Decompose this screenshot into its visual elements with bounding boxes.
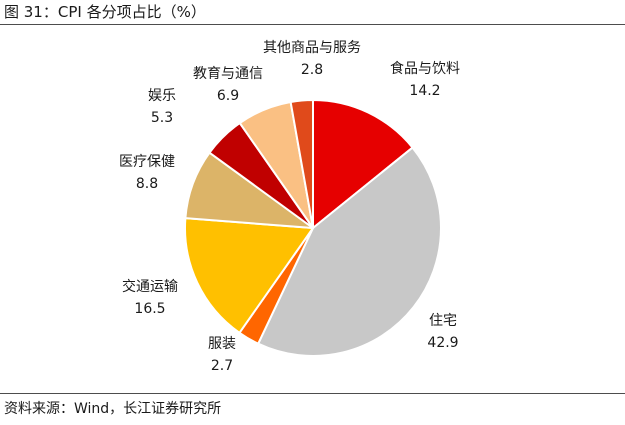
slice-value-label: 14.2 xyxy=(409,83,440,99)
pie-slices xyxy=(184,99,442,357)
source-note: 资料来源：Wind，长江证券研究所 xyxy=(4,401,222,417)
figure-title: 图 31：CPI 各分项占比（%） xyxy=(4,3,206,21)
slice-value-label: 5.3 xyxy=(151,110,173,126)
slice-name-label: 医疗保健 xyxy=(119,154,175,170)
slice-name-label: 食品与饮料 xyxy=(390,60,460,77)
slice-name-label: 教育与通信 xyxy=(193,66,263,82)
slice-value-label: 42.9 xyxy=(427,335,458,351)
pie-slice xyxy=(184,217,314,334)
slice-value-label: 2.7 xyxy=(211,358,233,374)
slice-value-label: 2.8 xyxy=(301,62,323,78)
pie-slice xyxy=(312,99,414,229)
slice-value-label: 8.8 xyxy=(136,176,158,192)
bottom-divider xyxy=(0,393,625,394)
top-divider xyxy=(0,24,625,25)
slice-name-label: 其他商品与服务 xyxy=(263,40,361,56)
pie-slice xyxy=(289,99,314,229)
slice-value-label: 16.5 xyxy=(134,301,165,317)
slice-name-label: 娱乐 xyxy=(148,88,176,104)
pie-slice xyxy=(257,146,442,357)
slice-name-label: 服装 xyxy=(208,336,236,352)
slice-name-label: 住宅 xyxy=(429,313,457,329)
slice-value-label: 6.9 xyxy=(217,88,239,104)
pie-labels: 食品与饮料 14.2 住宅 42.9 服装 2.7 交通运输 16.5 医疗保健 8.8 娱乐 5.3… xyxy=(119,40,460,374)
slice-name-label: 交通运输 xyxy=(122,278,178,295)
